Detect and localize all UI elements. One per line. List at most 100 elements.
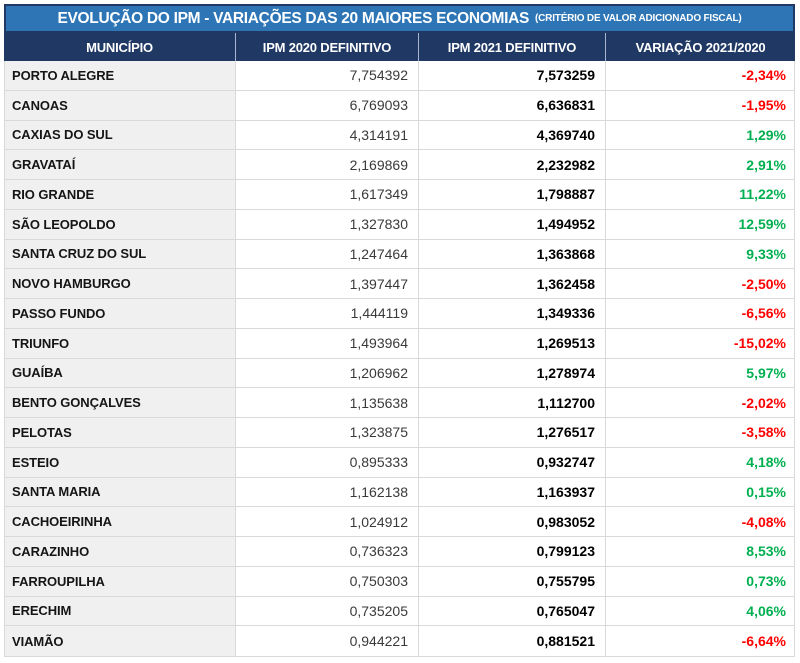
table-body: PORTO ALEGRE 7,754392 7,573259 -2,34% CA… [4, 61, 795, 657]
cell-variacao: 11,22% [605, 180, 794, 209]
cell-ipm-2021: 1,276517 [418, 418, 605, 447]
cell-ipm-2021: 1,362458 [418, 269, 605, 298]
cell-ipm-2020: 0,736323 [235, 537, 418, 566]
cell-municipio: ESTEIO [5, 447, 235, 477]
table-row: SÃO LEOPOLDO 1,327830 1,494952 12,59% [5, 209, 794, 240]
cell-ipm-2020: 1,206962 [235, 358, 418, 388]
cell-municipio: CAXIAS DO SUL [5, 120, 235, 150]
table-row: VIAMÃO 0,944221 0,881521 -6,64% [5, 626, 794, 656]
table-row: ESTEIO 0,895333 0,932747 4,18% [5, 447, 794, 478]
table-row: FARROUPILHA 0,750303 0,755795 0,73% [5, 566, 794, 597]
cell-variacao: -2,02% [605, 388, 794, 417]
cell-ipm-2021: 0,799123 [418, 537, 605, 566]
cell-ipm-2020: 1,327830 [235, 209, 418, 239]
cell-ipm-2021: 2,232982 [418, 150, 605, 179]
column-header-ipm-2021: IPM 2021 DEFINITIVO [418, 33, 605, 61]
table-row: CAXIAS DO SUL 4,314191 4,369740 1,29% [5, 120, 794, 151]
table-row: SANTA MARIA 1,162138 1,163937 0,15% [5, 477, 794, 508]
cell-ipm-2020: 7,754392 [235, 61, 418, 90]
cell-ipm-2021: 1,798887 [418, 180, 605, 209]
title-bar: EVOLUÇÃO DO IPM - VARIAÇÕES DAS 20 MAIOR… [4, 4, 795, 33]
page-title: EVOLUÇÃO DO IPM - VARIAÇÕES DAS 20 MAIOR… [57, 9, 530, 27]
table-row: RIO GRANDE 1,617349 1,798887 11,22% [5, 180, 794, 210]
cell-ipm-2021: 0,755795 [418, 566, 605, 596]
table-row: CACHOEIRINHA 1,024912 0,983052 -4,08% [5, 507, 794, 537]
cell-municipio: PELOTAS [5, 418, 235, 447]
cell-ipm-2020: 1,617349 [235, 180, 418, 209]
cell-ipm-2021: 1,363868 [418, 239, 605, 269]
cell-ipm-2021: 6,636831 [418, 90, 605, 120]
cell-variacao: 4,18% [605, 447, 794, 477]
cell-municipio: CACHOEIRINHA [5, 507, 235, 536]
cell-ipm-2020: 1,493964 [235, 328, 418, 358]
cell-ipm-2020: 2,169869 [235, 150, 418, 179]
cell-municipio: FARROUPILHA [5, 566, 235, 596]
cell-variacao: -1,95% [605, 90, 794, 120]
cell-municipio: PORTO ALEGRE [5, 61, 235, 90]
table-row: PORTO ALEGRE 7,754392 7,573259 -2,34% [5, 61, 794, 91]
cell-ipm-2020: 1,247464 [235, 239, 418, 269]
cell-variacao: -2,34% [605, 61, 794, 90]
cell-municipio: PASSO FUNDO [5, 299, 235, 328]
cell-ipm-2021: 1,269513 [418, 328, 605, 358]
cell-variacao: -3,58% [605, 418, 794, 447]
cell-municipio: CARAZINHO [5, 537, 235, 566]
cell-ipm-2021: 0,765047 [418, 596, 605, 626]
cell-municipio: SANTA CRUZ DO SUL [5, 239, 235, 269]
cell-municipio: BENTO GONÇALVES [5, 388, 235, 417]
cell-ipm-2021: 1,494952 [418, 209, 605, 239]
cell-municipio: CANOAS [5, 90, 235, 120]
cell-ipm-2020: 0,944221 [235, 626, 418, 656]
table-row: CARAZINHO 0,736323 0,799123 8,53% [5, 537, 794, 567]
cell-ipm-2020: 4,314191 [235, 120, 418, 150]
column-header-ipm-2020: IPM 2020 DEFINITIVO [235, 33, 418, 61]
cell-municipio: RIO GRANDE [5, 180, 235, 209]
cell-ipm-2020: 0,735205 [235, 596, 418, 626]
table-row: BENTO GONÇALVES 1,135638 1,112700 -2,02% [5, 388, 794, 418]
cell-municipio: GUAÍBA [5, 358, 235, 388]
table-row: PELOTAS 1,323875 1,276517 -3,58% [5, 418, 794, 448]
cell-variacao: 12,59% [605, 209, 794, 239]
cell-variacao: 2,91% [605, 150, 794, 179]
cell-municipio: SANTA MARIA [5, 477, 235, 507]
cell-variacao: 0,73% [605, 566, 794, 596]
cell-ipm-2021: 1,349336 [418, 299, 605, 328]
cell-ipm-2021: 1,112700 [418, 388, 605, 417]
cell-variacao: -2,50% [605, 269, 794, 298]
cell-municipio: NOVO HAMBURGO [5, 269, 235, 298]
cell-variacao: 1,29% [605, 120, 794, 150]
cell-variacao: 5,97% [605, 358, 794, 388]
cell-ipm-2020: 1,323875 [235, 418, 418, 447]
cell-municipio: ERECHIM [5, 596, 235, 626]
ipm-table: EVOLUÇÃO DO IPM - VARIAÇÕES DAS 20 MAIOR… [4, 4, 795, 657]
column-header-municipio: MUNICÍPIO [86, 39, 153, 55]
table-row: PASSO FUNDO 1,444119 1,349336 -6,56% [5, 299, 794, 329]
table-row: SANTA CRUZ DO SUL 1,247464 1,363868 9,33… [5, 239, 794, 270]
cell-variacao: -4,08% [605, 507, 794, 536]
page-subtitle: (CRITÉRIO DE VALOR ADICIONADO FISCAL) [535, 13, 742, 24]
cell-ipm-2020: 1,444119 [235, 299, 418, 328]
table-row: ERECHIM 0,735205 0,765047 4,06% [5, 596, 794, 627]
column-header-variacao: VARIAÇÃO 2021/2020 [605, 33, 795, 61]
cell-variacao: 9,33% [605, 239, 794, 269]
cell-variacao: 8,53% [605, 537, 794, 566]
cell-ipm-2020: 0,895333 [235, 447, 418, 477]
cell-ipm-2020: 1,135638 [235, 388, 418, 417]
cell-ipm-2021: 7,573259 [418, 61, 605, 90]
cell-ipm-2021: 4,369740 [418, 120, 605, 150]
cell-ipm-2020: 1,024912 [235, 507, 418, 536]
cell-variacao: 4,06% [605, 596, 794, 626]
cell-ipm-2020: 0,750303 [235, 566, 418, 596]
cell-ipm-2020: 6,769093 [235, 90, 418, 120]
cell-ipm-2021: 0,983052 [418, 507, 605, 536]
table-row: TRIUNFO 1,493964 1,269513 -15,02% [5, 328, 794, 359]
table-row: CANOAS 6,769093 6,636831 -1,95% [5, 90, 794, 121]
cell-ipm-2020: 1,162138 [235, 477, 418, 507]
cell-ipm-2021: 0,881521 [418, 626, 605, 656]
table-row: GRAVATAÍ 2,169869 2,232982 2,91% [5, 150, 794, 180]
table-row: GUAÍBA 1,206962 1,278974 5,97% [5, 358, 794, 389]
cell-ipm-2020: 1,397447 [235, 269, 418, 298]
cell-variacao: -6,64% [605, 626, 794, 656]
table-header-row: MUNICÍPIO IPM 2020 DEFINITIVO IPM 2021 D… [4, 33, 795, 61]
cell-ipm-2021: 1,163937 [418, 477, 605, 507]
